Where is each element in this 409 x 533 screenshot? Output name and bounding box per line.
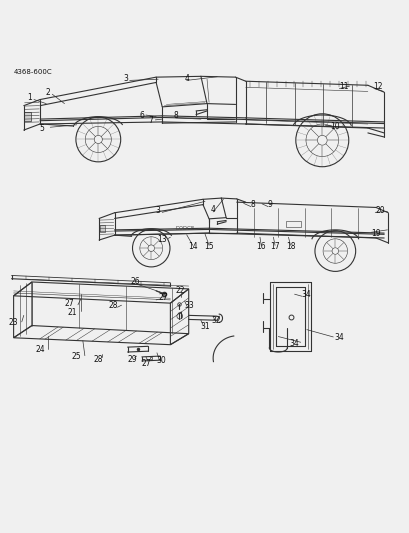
Text: 24: 24 [35,345,45,354]
Text: 20: 20 [374,206,384,215]
Text: 4: 4 [210,205,215,214]
Text: 33: 33 [184,301,194,310]
Text: 10: 10 [330,122,339,131]
Text: 16: 16 [256,243,265,252]
Text: 30: 30 [156,357,166,366]
Text: 11: 11 [338,82,347,91]
Text: 1: 1 [27,93,32,102]
Text: 34: 34 [334,333,344,342]
Text: 13: 13 [157,235,166,244]
Text: 3: 3 [123,74,128,83]
Bar [99,225,105,232]
Text: 5: 5 [40,124,45,133]
Text: 7: 7 [148,116,153,125]
Text: 15: 15 [204,243,213,252]
Text: 3: 3 [155,206,160,215]
Text: 9: 9 [267,200,272,209]
Text: 18: 18 [285,243,294,252]
Text: DODGE: DODGE [175,225,194,231]
Bar [286,221,300,227]
Text: 6: 6 [139,111,144,120]
Text: 19: 19 [370,229,380,238]
Text: 34: 34 [300,290,310,298]
Text: 4: 4 [184,74,189,83]
Text: 29: 29 [127,355,137,364]
Text: 28: 28 [108,301,118,310]
Text: 17: 17 [270,243,279,252]
Text: 27: 27 [158,293,168,302]
Text: 32: 32 [211,316,221,325]
Text: 27: 27 [141,359,151,368]
Text: 26: 26 [130,278,140,286]
Text: 8: 8 [173,111,178,120]
Text: 21: 21 [68,308,77,317]
Bar [24,112,31,120]
Text: 2: 2 [46,88,50,96]
Text: 12: 12 [373,82,382,91]
Text: 27: 27 [65,300,74,309]
Text: 34: 34 [289,338,299,348]
Text: 22: 22 [175,286,185,295]
Text: 23: 23 [9,318,18,327]
Text: 8: 8 [250,200,255,209]
Text: 28: 28 [93,355,103,364]
Text: 4368-600C: 4368-600C [13,69,52,75]
Text: 14: 14 [187,243,197,252]
Text: 31: 31 [200,322,209,332]
Text: 25: 25 [72,352,81,361]
